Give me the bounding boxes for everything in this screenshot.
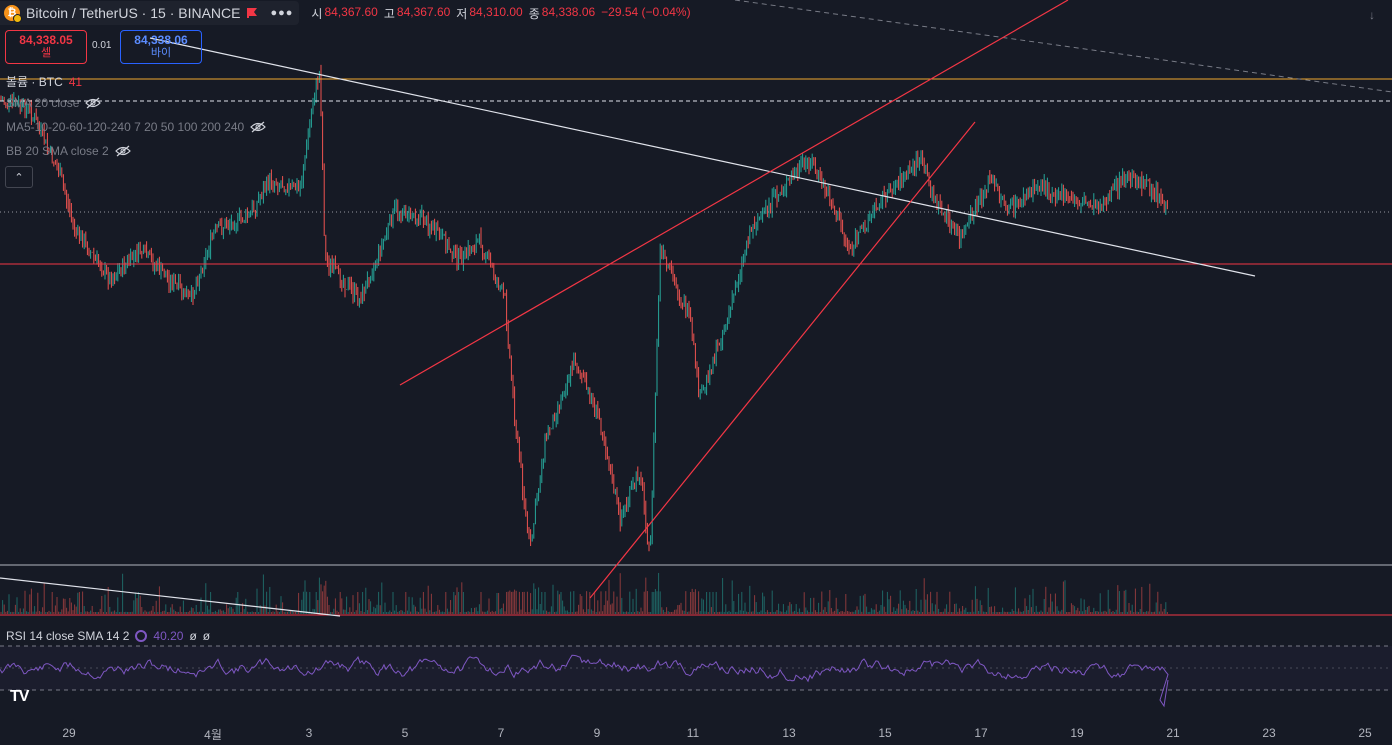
time-axis-label: 21 bbox=[1166, 726, 1180, 740]
eye-hidden-icon[interactable] bbox=[114, 145, 131, 157]
open-value: 84,367.60 bbox=[324, 4, 378, 19]
rsi-circle-icon bbox=[135, 630, 148, 642]
bitcoin-icon: ₿ bbox=[4, 5, 22, 23]
time-axis-label: 29 bbox=[62, 726, 76, 740]
symbol-header: ₿ Bitcoin / TetherUS · 15 · BINANCE ●●● … bbox=[0, 0, 695, 26]
sma-legend[interactable]: SMA 20 close bbox=[6, 96, 102, 110]
time-axis-label: 11 bbox=[686, 726, 700, 740]
high-value: 84,367.60 bbox=[396, 4, 451, 19]
sell-price: 84,338.05 bbox=[19, 33, 73, 47]
channel-upper-line bbox=[399, 0, 1069, 386]
time-axis-label: 25 bbox=[1358, 726, 1372, 740]
time-axis-label: 4월 bbox=[204, 728, 222, 742]
open-label: 시 bbox=[311, 6, 323, 21]
close-label: 종 bbox=[528, 6, 540, 21]
lower-descending-trendline bbox=[0, 577, 341, 617]
descending-trendline bbox=[149, 37, 1256, 277]
time-axis-label: 9 bbox=[593, 726, 601, 740]
volume-value: 41 bbox=[68, 74, 83, 89]
low-value: 84,310.00 bbox=[469, 4, 523, 19]
collapse-legend-button[interactable]: ⌃ bbox=[5, 166, 33, 188]
change-value: −29.54 (−0.04%) bbox=[601, 4, 691, 19]
spread-value: 0.01 bbox=[92, 40, 112, 51]
drawings-layer bbox=[0, 0, 1392, 617]
rsi-extra-2: ø bbox=[202, 629, 211, 643]
scroll-down-icon[interactable]: ↓ bbox=[1369, 8, 1375, 22]
time-axis-label: 19 bbox=[1070, 726, 1084, 740]
bb-label: BB 20 SMA close 2 bbox=[6, 144, 109, 158]
ma-label: MA5-10-20-60-120-240 7 20 50 100 200 240 bbox=[6, 120, 245, 134]
rsi-extra-1: ø bbox=[189, 629, 197, 643]
time-axis-label: 5 bbox=[401, 726, 409, 740]
rsi-value: 40.20 bbox=[153, 629, 184, 643]
ma-legend[interactable]: MA5-10-20-60-120-240 7 20 50 100 200 240 bbox=[6, 120, 267, 134]
symbol-pill[interactable]: ₿ Bitcoin / TetherUS · 15 · BINANCE ●●● bbox=[0, 1, 300, 25]
flag-icon[interactable] bbox=[246, 7, 258, 19]
ellipsis-icon[interactable]: ●●● bbox=[270, 7, 294, 19]
channel-lower-line bbox=[589, 121, 976, 599]
rsi-legend[interactable]: RSI 14 close SMA 14 2 40.20 ø ø bbox=[6, 629, 210, 643]
symbol-title[interactable]: Bitcoin / TetherUS · 15 · BINANCE bbox=[26, 5, 241, 21]
buy-price: 84,338.06 bbox=[134, 33, 188, 47]
ohlc-values: 시 84,367.60 고 84,367.60 저 84,310.00 종 84… bbox=[311, 5, 694, 22]
chevron-up-icon: ⌃ bbox=[14, 171, 24, 184]
time-axis-label: 7 bbox=[497, 726, 505, 740]
time-axis-label: 17 bbox=[974, 726, 988, 740]
eye-hidden-icon[interactable] bbox=[85, 97, 102, 109]
eye-hidden-icon[interactable] bbox=[250, 121, 267, 133]
time-axis-label: 3 bbox=[305, 726, 313, 740]
high-label: 고 bbox=[383, 6, 395, 21]
sell-button[interactable]: 84,338.05 셀 bbox=[5, 30, 87, 64]
tradingview-logo[interactable]: TV bbox=[10, 688, 29, 705]
bb-legend[interactable]: BB 20 SMA close 2 bbox=[6, 144, 131, 158]
grey-dashed-trendline bbox=[734, 0, 1392, 93]
sell-label: 셀 bbox=[40, 47, 52, 59]
rsi-pane bbox=[0, 645, 1392, 708]
sma-label: SMA 20 close bbox=[6, 96, 80, 110]
time-axis-label: 15 bbox=[878, 726, 892, 740]
low-label: 저 bbox=[456, 6, 468, 21]
candles-layer bbox=[0, 64, 1168, 552]
time-axis-label: 23 bbox=[1262, 726, 1276, 740]
buy-label: 바이 bbox=[150, 47, 172, 59]
volume-layer bbox=[0, 572, 1168, 614]
buy-button[interactable]: 84,338.06 바이 bbox=[120, 30, 202, 64]
time-axis-label: 13 bbox=[782, 726, 796, 740]
rsi-line bbox=[0, 654, 1169, 708]
volume-legend[interactable]: 볼륨 · BTC 41 bbox=[6, 73, 82, 90]
close-value: 84,338.06 bbox=[541, 4, 596, 19]
volume-label: 볼륨 · BTC bbox=[6, 75, 63, 89]
time-axis[interactable]: 29 4월 3 5 7 9 11 13 15 17 19 21 23 25 bbox=[0, 720, 1392, 745]
rsi-label: RSI 14 close SMA 14 2 bbox=[6, 629, 130, 643]
